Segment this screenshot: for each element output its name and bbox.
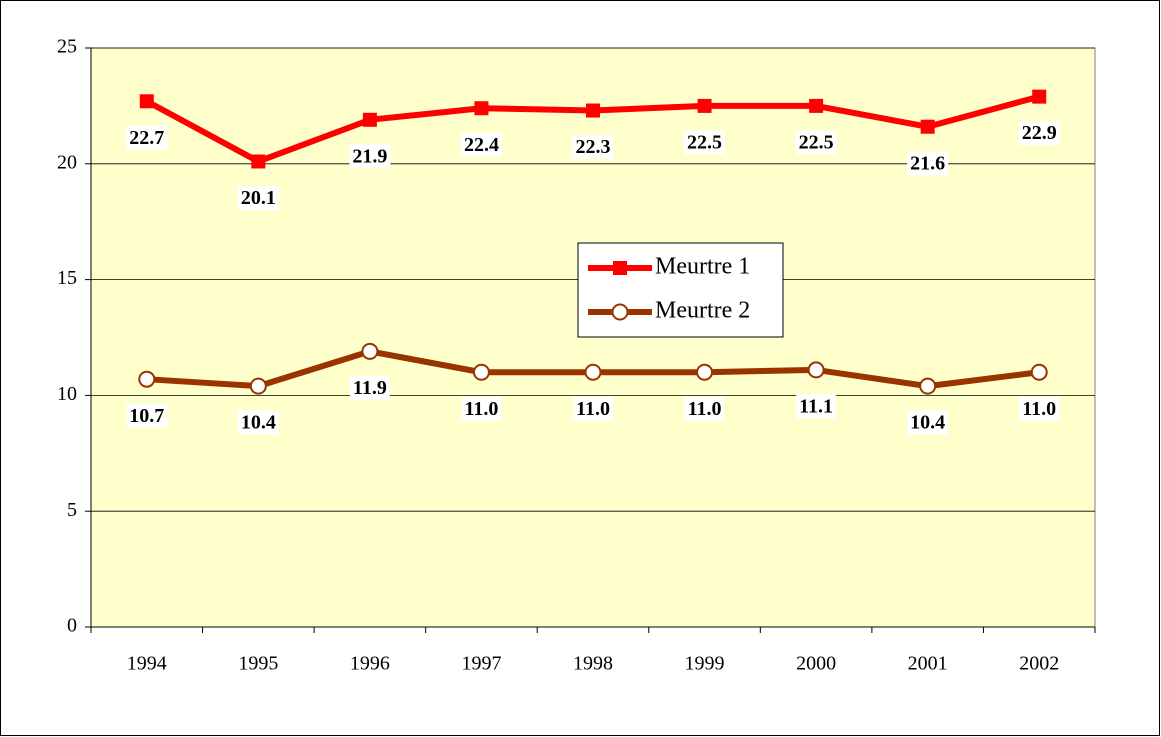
value-label: 10.4 [910,412,945,434]
y-tick-label: 25 [57,36,77,58]
value-label: 11.0 [576,398,610,420]
value-label-bg [796,394,837,419]
value-label-bg [573,396,613,421]
marker [251,154,266,169]
x-tick-label: 2000 [796,653,836,675]
marker [249,377,267,395]
value-label: 22.9 [1022,122,1057,144]
x-tick-label: 1996 [350,653,390,675]
value-label-bg [349,144,391,169]
marker [919,377,937,395]
marker [613,261,627,275]
value-label: 22.5 [799,131,834,153]
legend-label: Meurtre 2 [655,298,750,324]
value-label: 11.9 [353,377,387,399]
value-label-bg [237,186,279,211]
value-label: 11.0 [1022,398,1056,420]
y-tick-label: 20 [57,151,77,173]
marker [584,363,602,381]
marker [138,370,156,388]
value-label-bg [460,132,502,157]
value-label-bg [684,130,726,155]
x-tick-label: 2002 [1019,653,1059,675]
value-label: 22.7 [129,127,164,149]
x-tick-label: 1997 [461,653,501,675]
value-label: 10.7 [129,405,164,427]
value-label-bg [126,403,168,428]
value-label-bg [907,410,949,435]
value-label-bg [795,130,837,155]
value-label-bg [572,135,614,160]
x-tick-label: 1994 [127,653,167,675]
marker [611,303,629,321]
marker [362,112,377,127]
y-tick-label: 15 [57,267,77,289]
x-tick-label: 2001 [908,653,948,675]
value-label: 22.5 [687,131,722,153]
value-label: 22.3 [576,136,611,158]
y-tick-label: 5 [67,499,77,521]
marker [472,363,490,381]
y-tick-label: 10 [57,383,77,405]
marker [139,94,154,109]
marker [361,342,379,360]
marker [1032,89,1047,104]
value-label: 10.4 [241,412,276,434]
value-label: 20.1 [241,187,276,209]
value-label-bg [684,396,725,421]
value-label: 22.4 [464,134,499,156]
x-tick-label: 1995 [238,653,278,675]
marker [586,103,600,118]
value-label-bg [907,151,949,176]
marker [697,98,712,113]
marker [809,98,824,113]
value-label-bg [461,396,502,421]
value-label: 11.0 [688,398,722,420]
value-label-bg [1018,121,1060,146]
marker [474,101,489,116]
legend-label: Meurtre 1 [655,254,750,280]
legend-box [577,242,784,338]
value-label: 11.1 [799,396,833,418]
value-label-bg [1019,396,1060,421]
value-label-bg [237,410,279,435]
value-label: 11.0 [464,398,498,420]
value-label-bg [126,125,168,150]
marker [1030,363,1048,381]
value-label-bg [349,375,390,400]
marker [807,361,825,379]
x-tick-label: 1998 [573,653,613,675]
y-tick-label: 0 [67,615,77,637]
marker [920,119,935,134]
value-label: 21.6 [910,152,945,174]
marker [696,363,714,381]
x-tick-label: 1999 [685,653,725,675]
value-label: 21.9 [352,145,387,167]
